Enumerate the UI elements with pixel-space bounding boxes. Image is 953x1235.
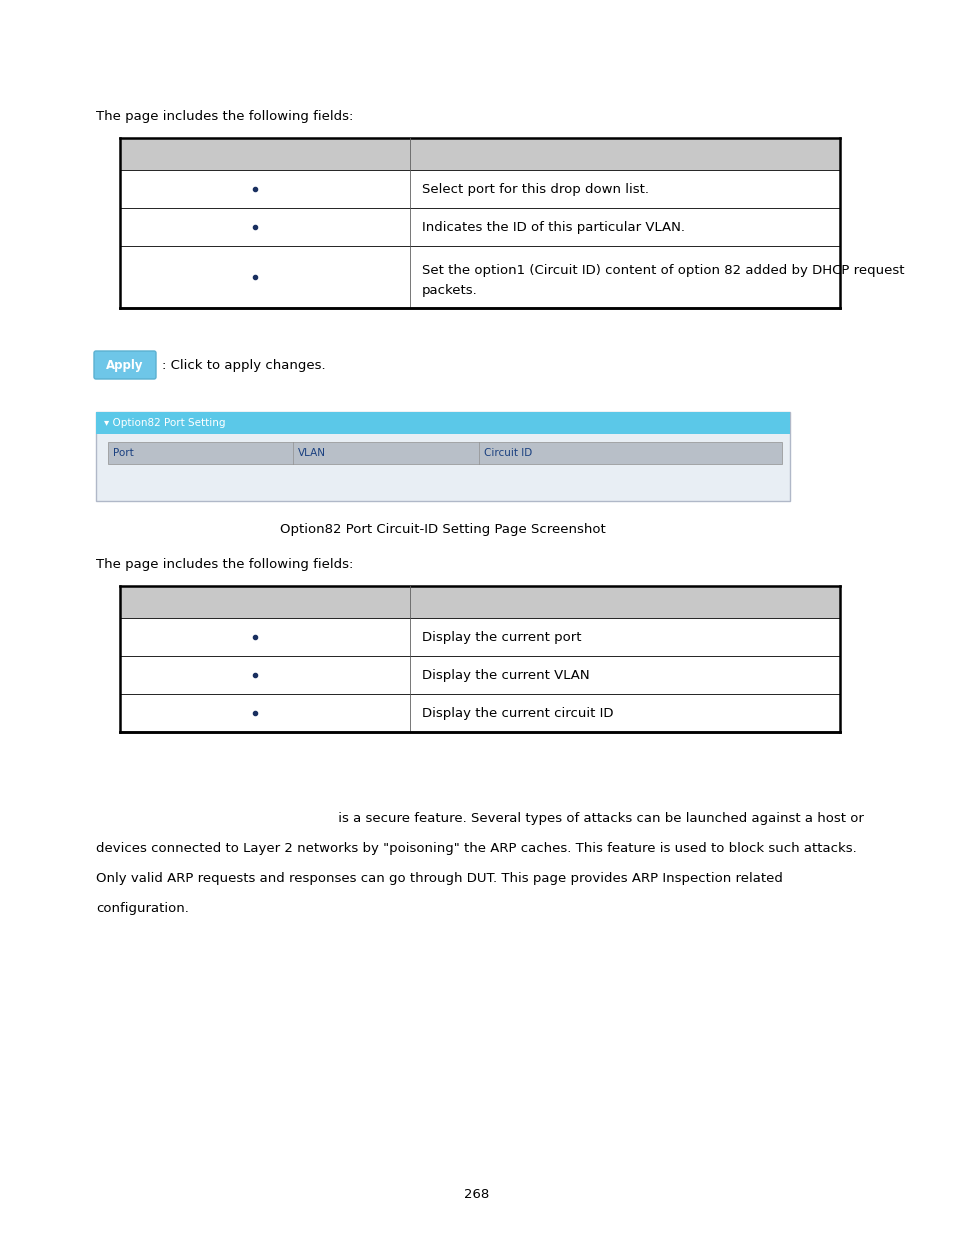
Text: Display the current circuit ID: Display the current circuit ID xyxy=(421,706,613,720)
Bar xyxy=(96,412,789,501)
Bar xyxy=(120,207,840,246)
Text: ▾ Option82 Port Setting: ▾ Option82 Port Setting xyxy=(104,417,225,429)
Text: Display the current VLAN: Display the current VLAN xyxy=(421,668,589,682)
Text: VLAN: VLAN xyxy=(298,448,326,458)
Text: devices connected to Layer 2 networks by "poisoning" the ARP caches. This featur: devices connected to Layer 2 networks by… xyxy=(96,842,856,855)
Text: Port: Port xyxy=(112,448,133,458)
Text: The page includes the following fields:: The page includes the following fields: xyxy=(96,558,353,571)
FancyBboxPatch shape xyxy=(94,351,156,379)
Text: Set the option1 (Circuit ID) content of option 82 added by DHCP request: Set the option1 (Circuit ID) content of … xyxy=(421,264,903,277)
Bar xyxy=(120,138,840,170)
Text: Option82 Port Circuit-ID Setting Page Screenshot: Option82 Port Circuit-ID Setting Page Sc… xyxy=(280,522,605,536)
Text: Apply: Apply xyxy=(106,358,144,372)
Bar xyxy=(120,246,840,308)
Text: configuration.: configuration. xyxy=(96,902,189,915)
Text: Only valid ARP requests and responses can go through DUT. This page provides ARP: Only valid ARP requests and responses ca… xyxy=(96,872,782,885)
Text: 268: 268 xyxy=(464,1188,489,1202)
Text: packets.: packets. xyxy=(421,284,477,296)
Bar xyxy=(96,412,789,433)
Bar xyxy=(120,656,840,694)
Text: Circuit ID: Circuit ID xyxy=(483,448,532,458)
Text: is a secure feature. Several types of attacks can be launched against a host or: is a secure feature. Several types of at… xyxy=(96,811,863,825)
Text: Indicates the ID of this particular VLAN.: Indicates the ID of this particular VLAN… xyxy=(421,221,684,233)
Bar xyxy=(120,170,840,207)
Bar xyxy=(120,618,840,656)
Bar xyxy=(120,694,840,732)
Text: The page includes the following fields:: The page includes the following fields: xyxy=(96,110,353,124)
Text: Select port for this drop down list.: Select port for this drop down list. xyxy=(421,183,648,195)
Bar xyxy=(120,585,840,618)
Text: Display the current port: Display the current port xyxy=(421,631,581,643)
Bar xyxy=(108,442,781,464)
Text: : Click to apply changes.: : Click to apply changes. xyxy=(162,358,325,372)
